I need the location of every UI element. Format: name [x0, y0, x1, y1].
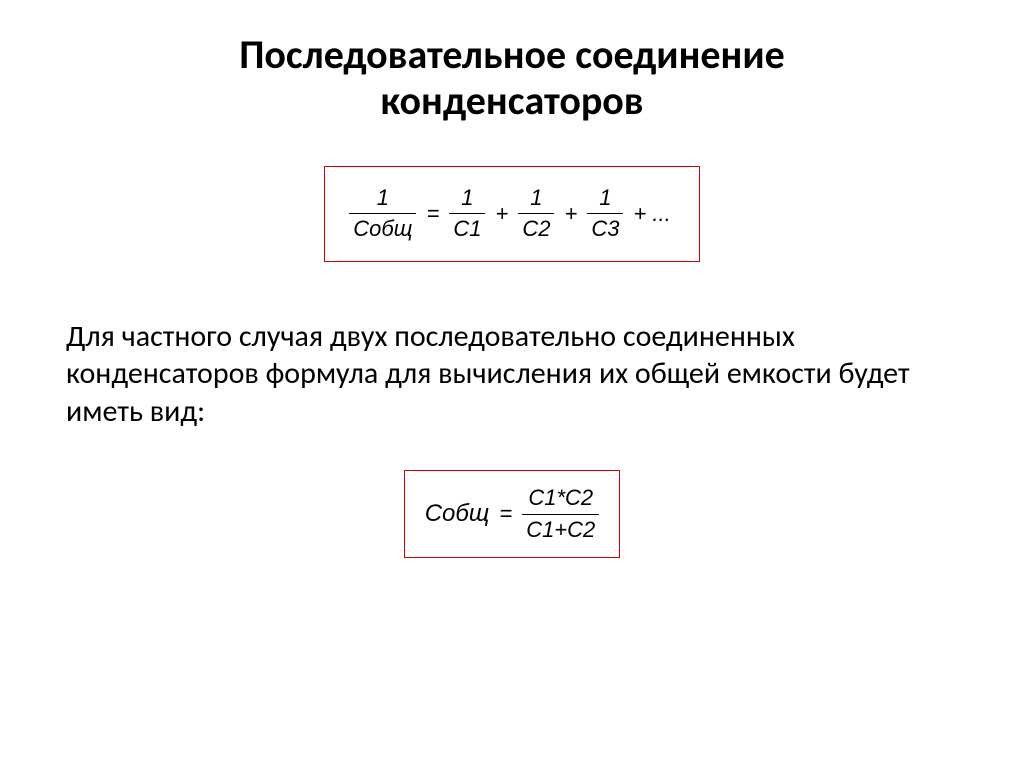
f1-t3-den: С3 — [587, 213, 623, 242]
f1-eq: = — [416, 201, 449, 227]
f2-den: С1+С2 — [522, 514, 599, 543]
paragraph-text: Для частного случая двух последовательно… — [66, 318, 910, 430]
f2-frac: С1*С2 С1+С2 — [522, 485, 599, 543]
f2-lhs: Собщ — [425, 500, 490, 528]
slide: Последовательное соединение конденсаторо… — [0, 0, 1024, 767]
f1-lhs-num: 1 — [349, 185, 416, 213]
f1-lhs-den: Собщ — [349, 213, 416, 242]
f1-t2-num: 1 — [518, 185, 554, 213]
f1-t1-den: С1 — [449, 213, 485, 242]
f1-t3-num: 1 — [587, 185, 623, 213]
f1-plus1: + — [485, 201, 518, 227]
formula-1-lhs: 1 Собщ — [349, 185, 416, 243]
f1-t1-num: 1 — [449, 185, 485, 213]
title-line-1: Последовательное соединение — [239, 30, 785, 79]
f1-term3: 1 С3 — [587, 185, 623, 243]
title-line-2: конденсаторов — [380, 76, 643, 125]
paragraph: Для частного случая двух последовательно… — [60, 318, 964, 431]
f1-plus2: + — [554, 201, 587, 227]
f1-t2-den: С2 — [518, 213, 554, 242]
f1-term2: 1 С2 — [518, 185, 554, 243]
f2-num: С1*С2 — [522, 485, 599, 513]
formula-2-box: Собщ = С1*С2 С1+С2 — [404, 470, 621, 558]
formula-1-box: 1 Собщ = 1 С1 + 1 С2 + 1 С3 + ... — [324, 166, 699, 262]
formula-2-wrap: Собщ = С1*С2 С1+С2 — [60, 470, 964, 558]
slide-title: Последовательное соединение конденсаторо… — [60, 32, 964, 124]
f1-trail: + ... — [623, 201, 674, 227]
formula-1-wrap: 1 Собщ = 1 С1 + 1 С2 + 1 С3 + ... — [60, 166, 964, 262]
f1-term1: 1 С1 — [449, 185, 485, 243]
f2-eq: = — [489, 501, 522, 527]
